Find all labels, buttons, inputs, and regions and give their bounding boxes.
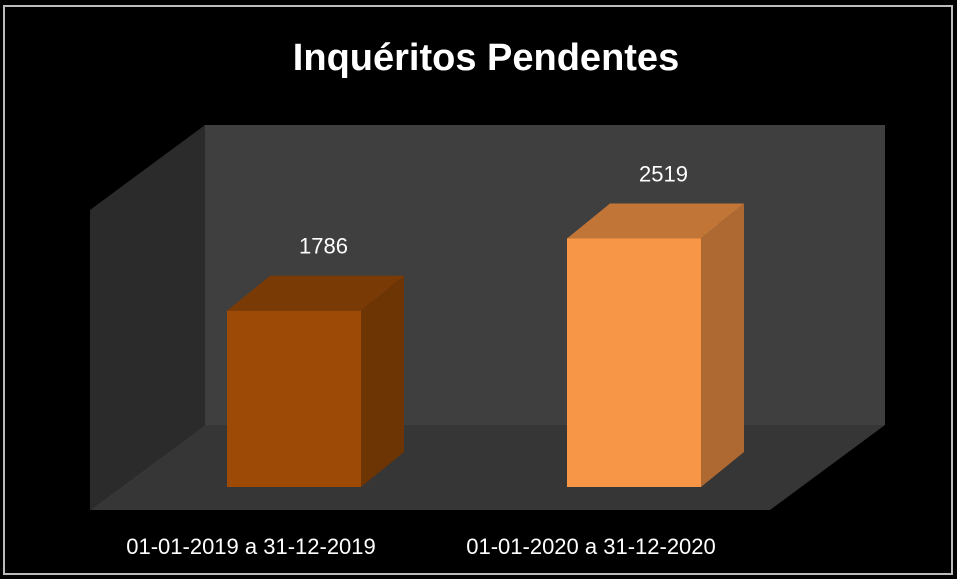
floor <box>90 425 885 510</box>
x-tick-label: 01-01-2019 a 31-12-2019 <box>126 534 376 559</box>
data-label: 2519 <box>639 161 688 186</box>
x-tick-label: 01-01-2020 a 31-12-2020 <box>466 534 716 559</box>
bar-front <box>227 310 361 487</box>
side-wall <box>90 125 205 510</box>
bar <box>227 275 404 487</box>
data-label: 1786 <box>299 234 348 259</box>
bar-top <box>227 275 404 311</box>
bar-side <box>361 275 404 487</box>
bar-top <box>567 203 744 239</box>
bar-front <box>567 238 701 487</box>
frame <box>3 5 953 575</box>
bar <box>567 203 744 487</box>
chart-title: Inquéritos Pendentes <box>293 37 679 79</box>
bar-side <box>701 203 744 487</box>
